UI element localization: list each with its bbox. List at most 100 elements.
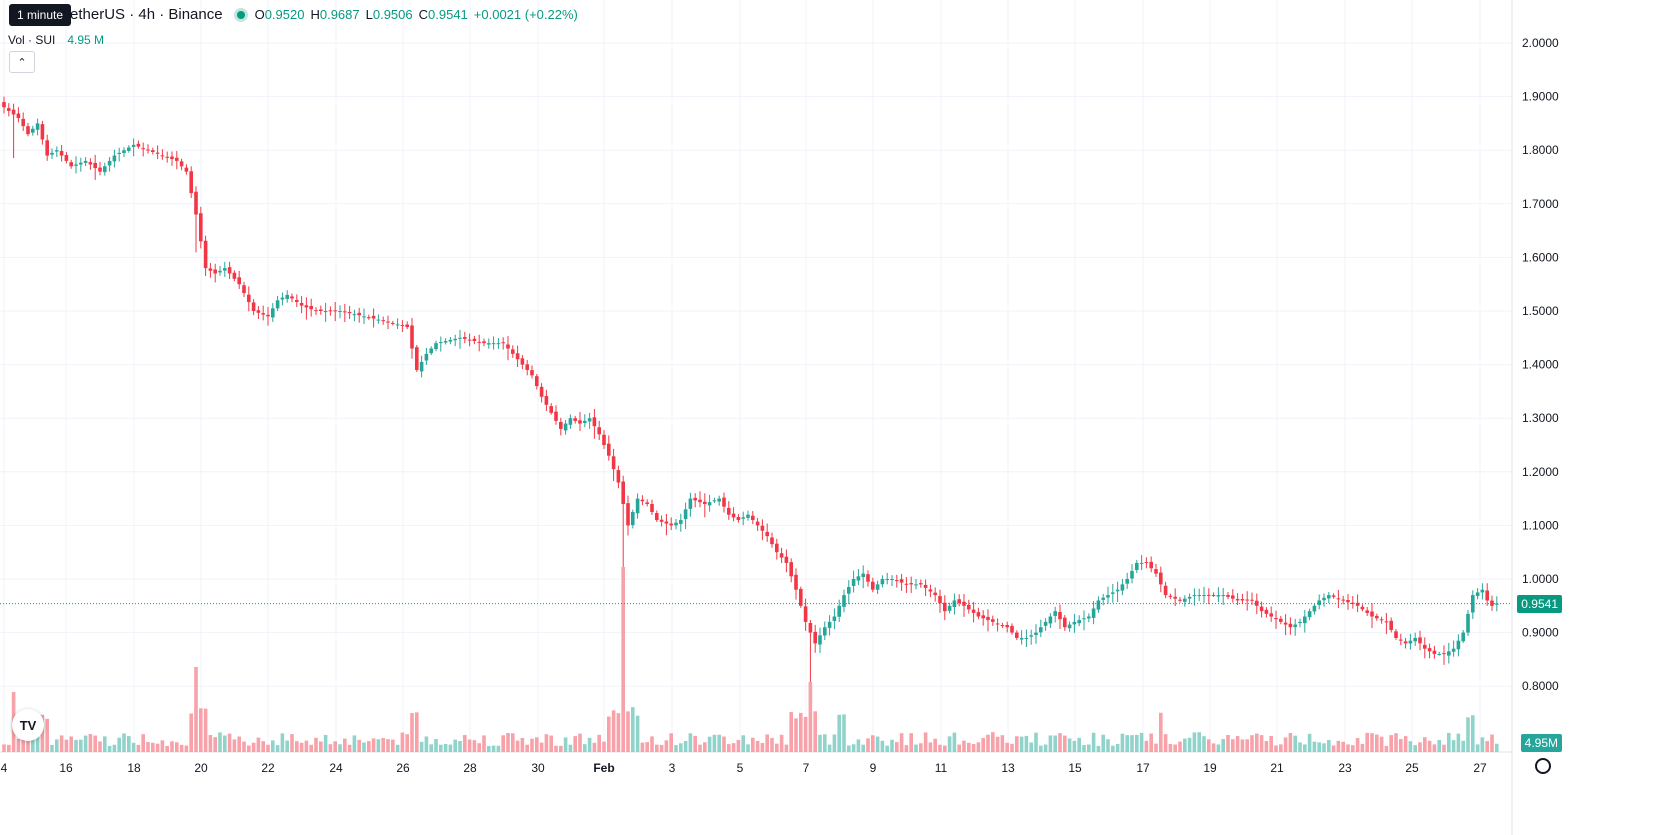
candle-body (741, 517, 745, 519)
symbol-title[interactable]: etherUS · 4h · Binance (70, 6, 223, 23)
candle-body (1173, 596, 1177, 599)
x-tick-label: 25 (1405, 761, 1419, 775)
candle-body (175, 157, 179, 161)
candle-body (621, 481, 625, 504)
volume-bar (1139, 732, 1144, 752)
volume-bar (635, 715, 640, 752)
volume-bar (1216, 744, 1221, 752)
candle-body (722, 497, 726, 507)
volume-bar (74, 739, 78, 752)
volume-bar (64, 739, 69, 752)
volume-bar (352, 735, 357, 752)
volume-bar (472, 740, 477, 752)
volume-bar (160, 740, 165, 752)
candle-body (530, 370, 534, 376)
volume-bar (1317, 742, 1321, 752)
volume-bar (50, 744, 54, 752)
volume-bar (938, 744, 942, 752)
volume-bar (127, 736, 131, 752)
candle-body (1043, 621, 1048, 626)
candle-body (679, 520, 683, 524)
candle-body (323, 311, 328, 313)
candle-body (1423, 644, 1427, 649)
volume-bar (890, 739, 894, 752)
candle-body (189, 171, 193, 194)
volume-bar (1255, 733, 1259, 752)
volume-bar (458, 740, 462, 752)
volume-bar (371, 738, 376, 752)
volume-bar (899, 733, 904, 752)
collapse-legend-button[interactable]: ⌃ (9, 51, 35, 73)
candle-body (1461, 632, 1465, 642)
candle-body (880, 579, 885, 585)
candle-body (482, 341, 486, 344)
volume-bar (141, 734, 145, 752)
volume-bar (698, 744, 702, 752)
volume-bar (539, 742, 544, 752)
candle-body (871, 581, 875, 590)
volume-bar (746, 744, 750, 752)
volume-bar (1466, 717, 1470, 752)
candle-body (981, 615, 985, 619)
volume-bar (151, 742, 155, 752)
candle-body (362, 316, 366, 318)
candle-body (832, 616, 837, 621)
candle-body (194, 191, 198, 215)
volume-bar (501, 735, 505, 752)
volume-bar (395, 744, 400, 752)
volume-bar (467, 739, 472, 752)
volume-bar (189, 713, 193, 752)
volume-bar (1432, 744, 1437, 752)
volume-bar (1423, 737, 1427, 752)
volume-bar (1091, 732, 1096, 752)
candle-body (88, 162, 93, 165)
candle-body (1456, 640, 1461, 650)
volume-bar (1197, 732, 1201, 752)
volume-bar (583, 744, 587, 752)
candle-body (669, 523, 673, 526)
y-tick-label: 1.6000 (1522, 250, 1559, 264)
x-tick-label: 21 (1270, 761, 1284, 775)
volume-bar (1312, 741, 1317, 752)
interval-tooltip: 1 minute (9, 4, 72, 26)
candle-body (674, 522, 678, 526)
volume-legend: Vol · SUI 4.95 M (8, 33, 104, 47)
volume-bar (237, 736, 241, 752)
volume-bar (1303, 744, 1307, 752)
candle-body (146, 149, 150, 151)
x-tick-label: 17 (1136, 761, 1150, 775)
volume-bar (98, 741, 102, 752)
change-value: +0.0021 (+0.22%) (473, 7, 578, 22)
candle-body (218, 270, 222, 273)
volume-bar (1130, 735, 1134, 752)
volume-bar (549, 735, 553, 752)
volume-bar (439, 744, 443, 752)
volume-bar (1111, 745, 1115, 752)
settings-gear-icon[interactable] (1535, 758, 1551, 774)
candle-body (295, 300, 299, 303)
tradingview-logo-icon[interactable]: TV (12, 709, 44, 741)
candle-body (314, 310, 318, 312)
candle-body (309, 305, 313, 310)
candle-body (112, 155, 117, 162)
volume-bar (1096, 745, 1101, 752)
volume-bar (482, 735, 486, 752)
candle-body (1298, 621, 1302, 624)
x-tick-label: 4 (1, 761, 8, 775)
candle-body (861, 573, 865, 577)
candle-body (179, 161, 184, 167)
volume-bar (1120, 733, 1125, 752)
volume-bar (803, 716, 808, 752)
candle-body (443, 341, 448, 343)
volume-bar (175, 742, 179, 752)
volume-bar (1005, 742, 1009, 752)
candle-body (127, 147, 131, 151)
candle-body (938, 596, 942, 604)
volume-bar (357, 739, 361, 752)
candle-body (640, 499, 645, 502)
volume-bar (554, 745, 558, 752)
candle-body (919, 583, 923, 585)
volume-bar (947, 736, 952, 752)
volume-bar (530, 738, 534, 752)
